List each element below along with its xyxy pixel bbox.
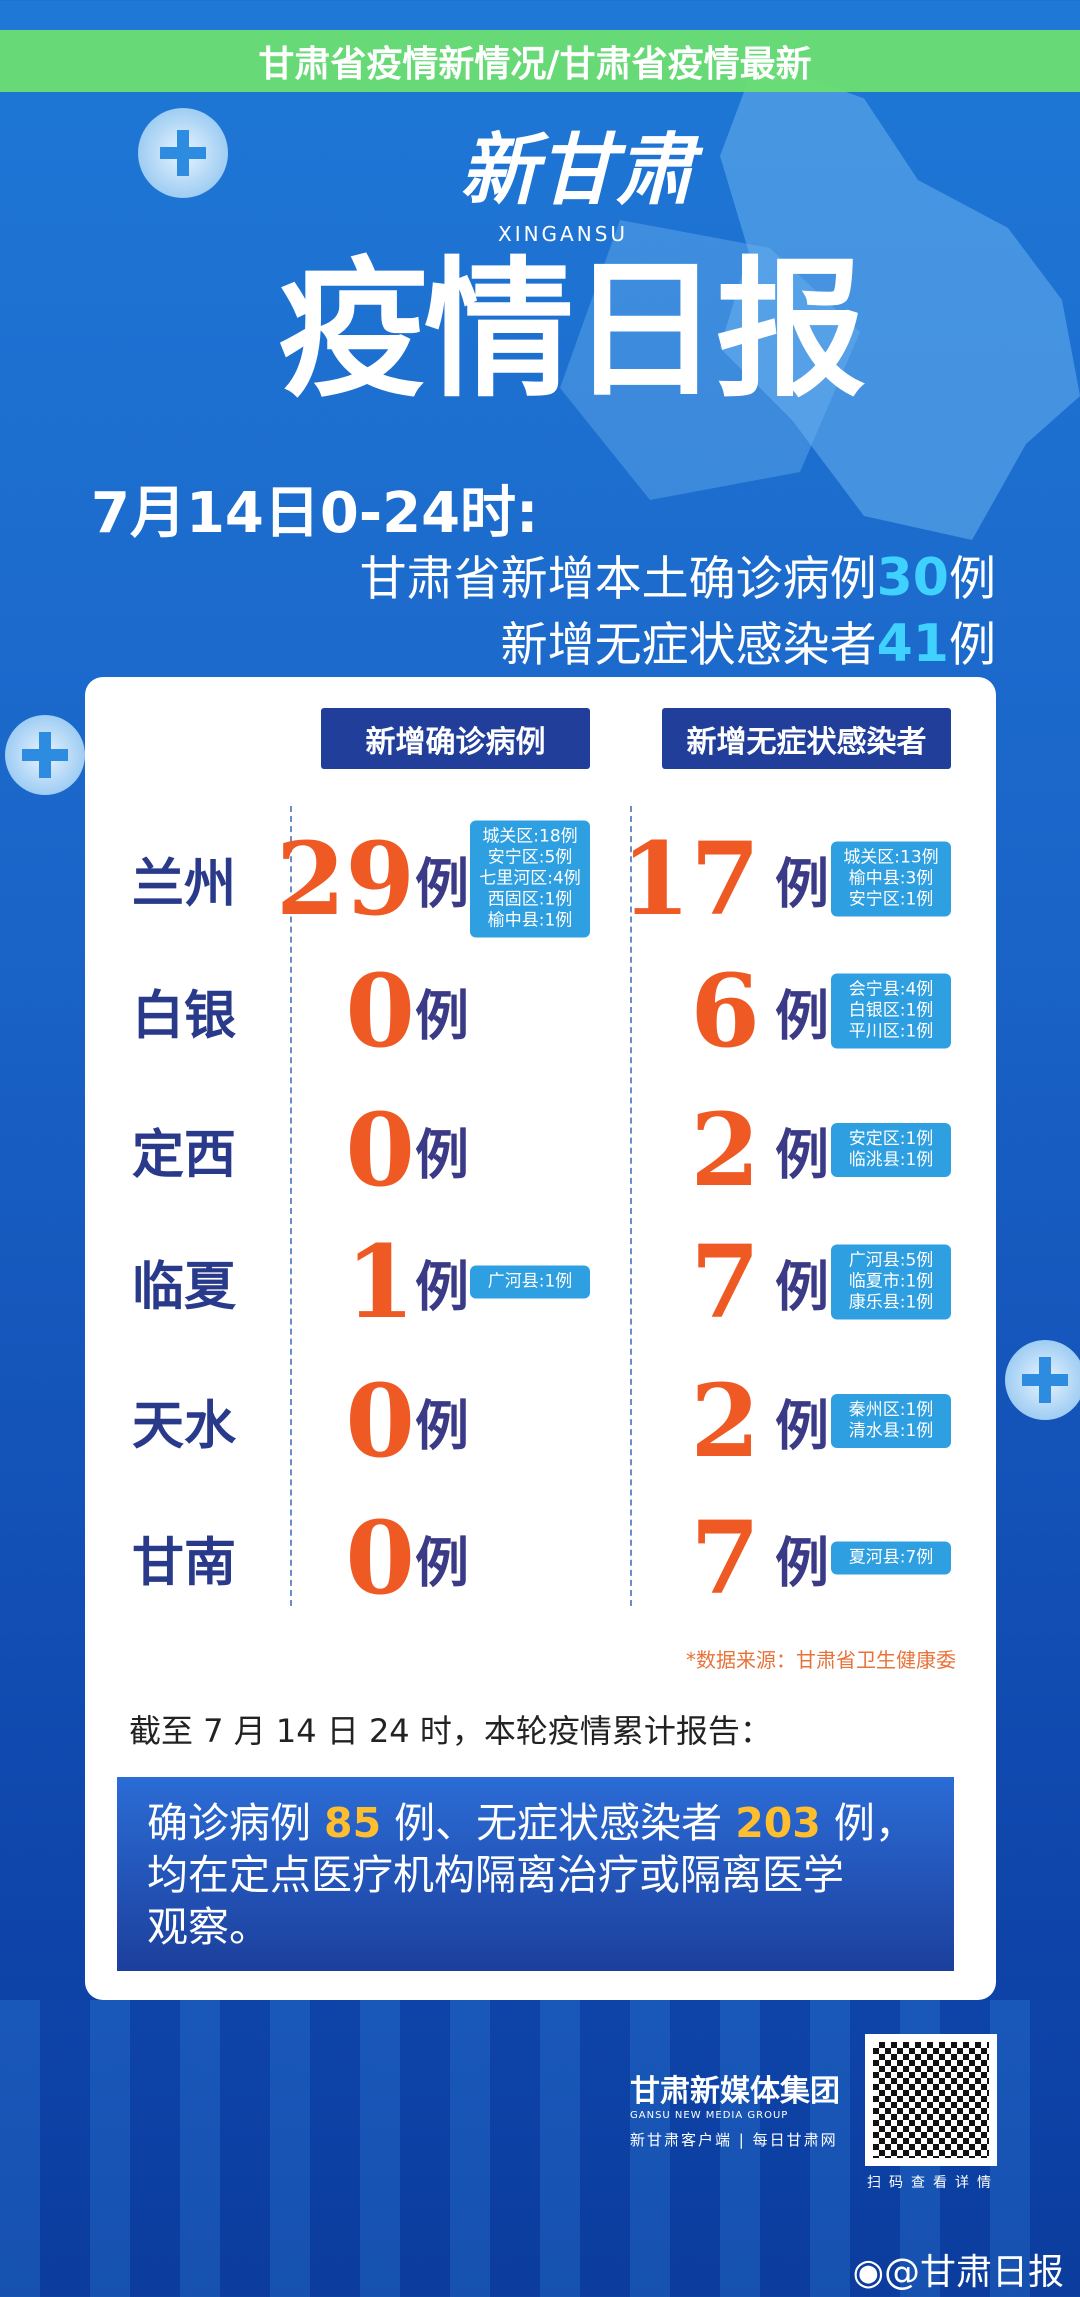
page-title: 疫情日报 xyxy=(278,244,866,418)
unit-label: 例 xyxy=(415,1531,469,1595)
unit-label: 例 xyxy=(775,984,829,1048)
qr-caption: 扫码查看详情 xyxy=(867,2175,999,2191)
confirmed-count: 29 xyxy=(275,820,415,938)
unit-label: 例 xyxy=(415,852,469,916)
unit-label: 例 xyxy=(415,1394,469,1458)
unit-label: 例 xyxy=(775,1123,829,1187)
detail-line: 榆中县:1例 xyxy=(487,910,573,931)
report-date: 7月14日0-24时: xyxy=(91,481,539,546)
medical-plus-icon xyxy=(1005,1340,1080,1420)
qr-code[interactable] xyxy=(865,2034,997,2166)
detail-line: 临洮县:1例 xyxy=(848,1150,934,1170)
detail-line: 安宁区:5例 xyxy=(487,847,573,868)
weibo-watermark: ◉@甘肃日报 xyxy=(852,2252,1064,2293)
divider xyxy=(290,806,292,1606)
cumulative-box: 确诊病例 85 例、无症状感染者 203 例， 均在定点医疗机构隔离治疗或隔离医… xyxy=(117,1777,954,1971)
unit-label: 例 xyxy=(775,1255,829,1319)
detail-line: 临夏市:1例 xyxy=(848,1271,934,1292)
detail-line: 七里河区:4例 xyxy=(479,868,581,889)
asymptomatic-count: 7 xyxy=(690,1499,760,1617)
city-label: 白银 xyxy=(132,986,237,1047)
cumulative-as-of: 截至 7 月 14 日 24 时，本轮疫情累计报告： xyxy=(129,1712,772,1750)
confirmed-count: 0 xyxy=(345,1362,415,1480)
city-label: 定西 xyxy=(132,1125,237,1186)
data-source: *数据来源：甘肃省卫生健康委 xyxy=(686,1648,956,1672)
summary-confirmed: 甘肃省新增本土确诊病例30例 xyxy=(359,548,996,608)
detail-line: 康乐县:1例 xyxy=(848,1292,934,1313)
column-header-confirmed: 新增确诊病例 xyxy=(321,708,590,769)
detail-line: 城关区:18例 xyxy=(482,826,578,847)
asymptomatic-detail-box: 秦州区:1例 清水县:1例 xyxy=(831,1394,951,1448)
confirmed-count: 1 xyxy=(345,1223,415,1341)
detail-line: 城关区:13例 xyxy=(843,847,939,868)
asymptomatic-detail-box: 广河县:5例 临夏市:1例 康乐县:1例 xyxy=(831,1244,951,1320)
media-group-logo: 甘肃新媒体集团 GANSU NEW MEDIA GROUP 新甘肃客户端 | 每… xyxy=(630,2074,840,2149)
detail-line: 白银区:1例 xyxy=(848,1000,934,1021)
summary-asymptomatic: 新增无症状感染者41例 xyxy=(500,614,996,674)
unit-label: 例 xyxy=(415,984,469,1048)
confirmed-detail-box: 广河县:1例 xyxy=(470,1265,590,1299)
asymptomatic-count: 2 xyxy=(690,1362,760,1480)
detail-line: 安宁区:1例 xyxy=(848,889,934,910)
confirmed-count: 0 xyxy=(345,1499,415,1617)
weibo-icon: ◉ xyxy=(852,2252,884,2293)
confirmed-count: 0 xyxy=(345,952,415,1070)
unit-label: 例 xyxy=(775,1531,829,1595)
unit-label: 例 xyxy=(415,1255,469,1319)
city-label: 甘南 xyxy=(132,1533,237,1594)
detail-line: 清水县:1例 xyxy=(848,1421,934,1441)
medical-plus-icon xyxy=(138,108,228,198)
asymptomatic-detail-box: 会宁县:4例 白银区:1例 平川区:1例 xyxy=(831,973,951,1049)
column-header-asymptomatic: 新增无症状感染者 xyxy=(662,708,951,769)
asymptomatic-detail-box: 夏河县:7例 xyxy=(831,1541,951,1575)
detail-line: 广河县:5例 xyxy=(848,1250,934,1271)
detail-line: 西固区:1例 xyxy=(487,889,573,910)
city-label: 兰州 xyxy=(132,854,237,915)
divider xyxy=(630,806,632,1606)
confirmed-count: 0 xyxy=(345,1091,415,1209)
detail-line: 榆中县:3例 xyxy=(848,868,934,889)
confirmed-detail-box: 城关区:18例 安宁区:5例 七里河区:4例 西固区:1例 榆中县:1例 xyxy=(470,820,590,938)
detail-line: 会宁县:4例 xyxy=(848,979,934,1000)
unit-label: 例 xyxy=(415,1123,469,1187)
detail-line: 秦州区:1例 xyxy=(848,1400,934,1420)
asymptomatic-detail-box: 安定区:1例 临洮县:1例 xyxy=(831,1123,951,1177)
detail-line: 广河县:1例 xyxy=(487,1271,573,1292)
asymptomatic-count: 6 xyxy=(690,952,760,1070)
detail-line: 平川区:1例 xyxy=(848,1021,934,1042)
asymptomatic-count: 7 xyxy=(690,1223,760,1341)
caption-banner: 甘肃省疫情新情况/甘肃省疫情最新 xyxy=(0,30,1080,92)
unit-label: 例 xyxy=(775,1394,829,1458)
xingansu-logo: 新甘肃 xyxy=(460,125,695,216)
banner-text: 甘肃省疫情新情况/甘肃省疫情最新 xyxy=(258,44,812,85)
asymptomatic-count: 2 xyxy=(690,1091,760,1209)
detail-line: 夏河县:7例 xyxy=(848,1547,934,1568)
medical-plus-icon xyxy=(5,715,85,795)
xingansu-logo-en: XINGANSU xyxy=(498,222,629,246)
city-label: 临夏 xyxy=(132,1257,237,1318)
detail-line: 安定区:1例 xyxy=(848,1129,934,1149)
city-label: 天水 xyxy=(132,1396,237,1457)
asymptomatic-count: 17 xyxy=(620,820,760,938)
asymptomatic-detail-box: 城关区:13例 榆中县:3例 安宁区:1例 xyxy=(831,841,951,917)
unit-label: 例 xyxy=(775,852,829,916)
